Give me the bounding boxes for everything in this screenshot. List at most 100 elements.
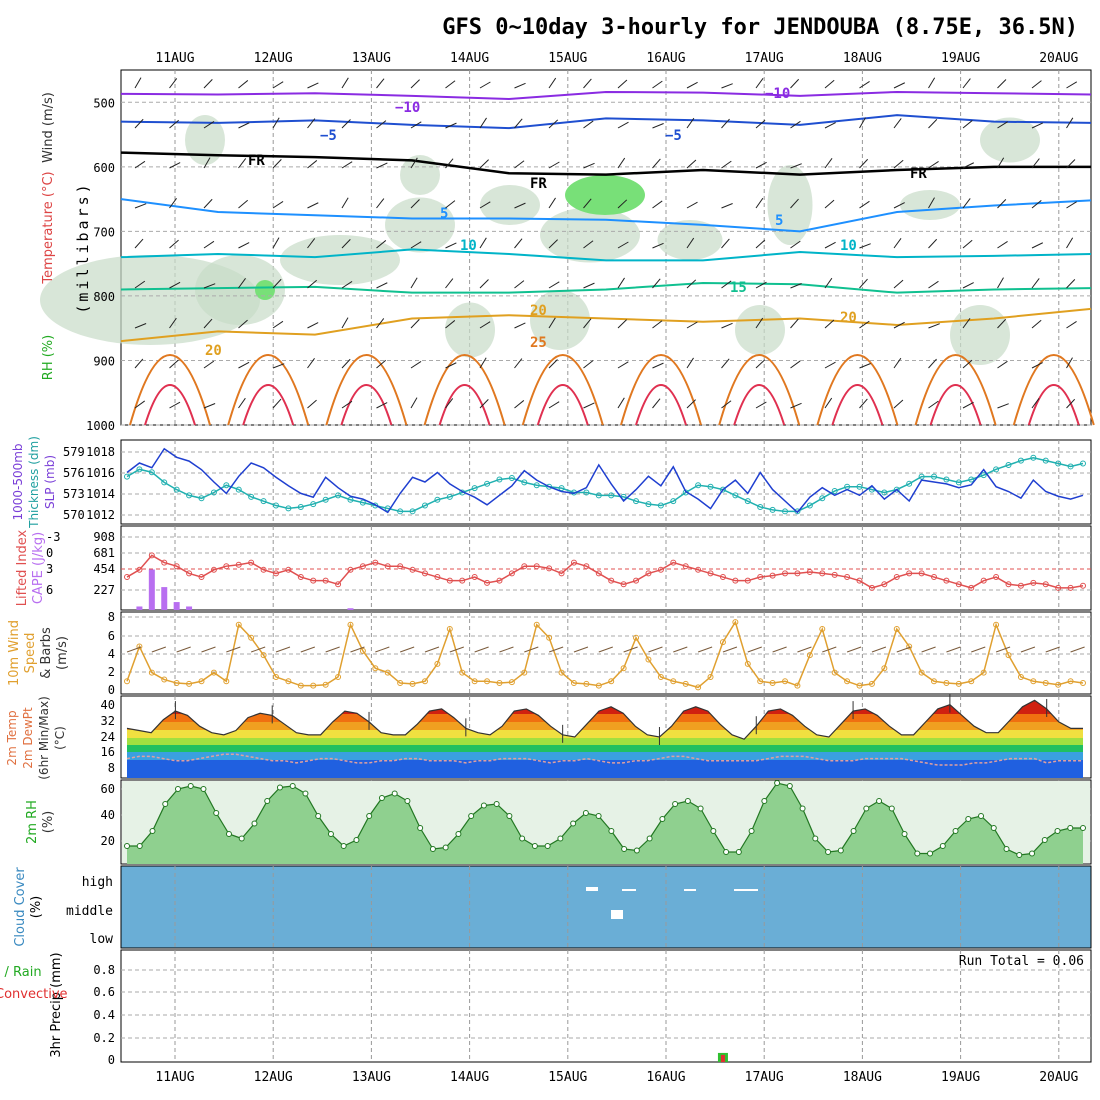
rh-point xyxy=(276,784,283,791)
wind-barb xyxy=(479,117,487,129)
wind-speed-line-point xyxy=(1017,673,1024,680)
lifted-index-line-point xyxy=(633,577,640,584)
thickness-line-point xyxy=(819,495,826,502)
wind-barb xyxy=(617,79,628,89)
wind-barb xyxy=(272,320,284,329)
axis-label-group: Lifted Index CAPE (J/kg) xyxy=(15,529,46,606)
temp-color-band xyxy=(127,722,1083,730)
wind-barb xyxy=(307,238,316,249)
rh-point xyxy=(710,828,717,834)
wind-speed-line-point xyxy=(744,660,751,667)
wind-barb xyxy=(1066,321,1077,329)
axis-label-group: 1000-500mb Thickness (dm) SLP (mb) xyxy=(11,436,57,529)
isotherm-arc xyxy=(144,384,196,426)
rh-point xyxy=(1003,846,1010,852)
wind-barb xyxy=(721,160,732,169)
rh-point xyxy=(672,801,679,807)
wind-barb xyxy=(272,398,282,409)
wind-barb xyxy=(272,201,284,209)
wind-barb xyxy=(928,280,939,289)
thickness-line-point xyxy=(297,503,304,510)
thickness-line-point xyxy=(931,473,938,480)
wind-barb xyxy=(238,277,246,289)
rh-point xyxy=(582,810,589,816)
rh-point xyxy=(327,831,334,837)
wind-barb xyxy=(548,119,559,129)
thickness-line-point xyxy=(993,466,1000,473)
wind-barb xyxy=(962,401,974,409)
cape-tick-label: 454 xyxy=(93,562,115,576)
wind-barb xyxy=(824,319,835,329)
surface-wind-barb xyxy=(1070,646,1085,653)
wind-barb xyxy=(410,277,418,289)
wind-barb xyxy=(272,159,282,169)
surface-wind-barb xyxy=(623,646,638,653)
wind-barb xyxy=(548,281,560,289)
rh-point xyxy=(353,837,360,843)
wind-barb xyxy=(997,241,1008,249)
date-label-top: 15AUG xyxy=(548,51,587,66)
wind-barb xyxy=(410,319,420,329)
temp-tick-label: 8 xyxy=(108,761,115,775)
wind-barb xyxy=(238,80,249,89)
surface-wind-barb xyxy=(201,646,216,653)
wind-barb xyxy=(514,322,526,329)
thickness-line-point xyxy=(148,469,155,476)
wind-barb xyxy=(617,277,625,289)
thickness-line-point xyxy=(1005,461,1012,468)
wind-barb xyxy=(514,358,523,369)
axis-label: (%) xyxy=(41,811,56,834)
wind-barb xyxy=(169,401,181,409)
wind-barb xyxy=(617,319,627,329)
isotherm-label: 20 xyxy=(530,303,547,319)
wind-barb xyxy=(962,317,971,329)
date-label-top: 17AUG xyxy=(745,51,784,66)
axis-label: Lifted Index xyxy=(15,529,30,606)
wind-barb xyxy=(790,163,802,169)
wind-barb xyxy=(893,279,904,289)
pressure-tick-label: 1000 xyxy=(86,419,115,433)
lifted-index-line-point xyxy=(1017,582,1024,589)
wind-barb xyxy=(824,122,836,129)
wind-barb xyxy=(997,121,1008,129)
axis-label: (°C) xyxy=(53,726,67,750)
rh-shading xyxy=(530,290,590,350)
rh-point xyxy=(391,790,398,797)
wind-barb xyxy=(376,120,387,129)
lifted-index-line-point xyxy=(397,563,404,570)
cloud-patch xyxy=(586,887,598,891)
isotherm-label: FR xyxy=(910,166,927,182)
wind-barb xyxy=(410,79,420,89)
rh-point xyxy=(570,820,577,827)
wind-barb xyxy=(1066,159,1076,169)
wind-barb xyxy=(238,397,246,409)
pressure-tick-label: 800 xyxy=(93,290,115,304)
rh-shading xyxy=(195,255,285,325)
thickness-line-point xyxy=(260,498,267,505)
lifted-index-line-point xyxy=(521,563,528,570)
thickness-line-point xyxy=(968,476,975,483)
lifted-index-line-point xyxy=(757,574,764,581)
wind-barb xyxy=(341,317,349,329)
lifted-index-line-point xyxy=(272,570,279,577)
wind-barb xyxy=(479,237,487,249)
lifted-index-line-point xyxy=(297,574,304,581)
cloud-patch xyxy=(684,889,696,891)
wind-barb xyxy=(859,320,870,329)
thickness-line-point xyxy=(943,476,950,483)
wind-barb xyxy=(928,358,937,369)
wind-barb xyxy=(790,360,801,369)
wind-barb xyxy=(548,359,558,369)
wind-barb xyxy=(203,79,213,89)
lifted-index-line-point xyxy=(955,581,962,588)
wind-barb xyxy=(1031,242,1044,249)
date-label-bottom: 13AUG xyxy=(352,1070,391,1085)
lifted-index-line-point xyxy=(223,563,230,570)
thickness-line-point xyxy=(310,501,317,508)
thickness-line-point xyxy=(161,479,168,486)
rh-axis-label: RH (%) xyxy=(41,335,56,380)
rh-point xyxy=(901,831,908,837)
lifted-index-line-point xyxy=(161,559,168,566)
isotherm-arc xyxy=(914,354,997,426)
wind-barb xyxy=(893,357,902,369)
